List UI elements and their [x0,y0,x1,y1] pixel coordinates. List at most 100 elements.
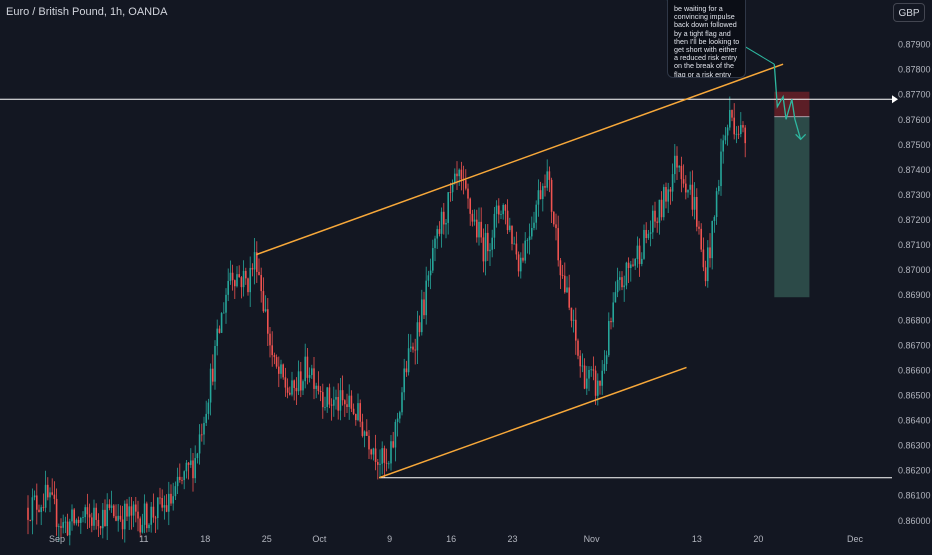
price-tick-label: 0.87500 [898,140,931,150]
candle-body [718,186,720,192]
candle-body [658,199,661,223]
candle-body [484,232,487,262]
candle-body [82,517,84,519]
candle-body [181,479,183,481]
candle-body [531,228,533,237]
candle-body [619,277,621,280]
projected-path[interactable] [773,64,802,140]
candle-body [91,517,93,526]
candle-body [69,521,71,536]
candle-body [247,278,249,293]
candle-body [581,365,584,367]
candle-body [135,504,137,512]
lower-trendline[interactable] [378,366,687,479]
candle-body [249,267,251,293]
candle-body [366,431,368,436]
candle-body [242,270,245,288]
candle-body [487,232,489,252]
candle-body [511,225,513,244]
candle-body [66,521,69,536]
candle-body [113,505,115,517]
candle-body [744,127,746,144]
price-tick-label: 0.87000 [898,265,931,275]
candle-body [326,387,328,407]
time-tick-label: 11 [139,534,148,544]
candle-body [399,412,401,419]
candle-body [586,378,588,389]
candle-body [99,526,102,529]
candle-body [62,522,64,528]
time-tick-label: Nov [584,534,601,544]
candle-body [150,506,152,525]
candle-body [533,222,535,229]
candle-body [707,247,709,282]
currency-button[interactable]: GBP [893,3,925,22]
candle-body [88,514,91,518]
candle-body [665,187,667,202]
time-tick-label: 25 [262,534,272,544]
trade-note[interactable]: be waiting for a convincing impulse back… [667,0,746,78]
candle-body [289,392,291,395]
candle-body [218,328,221,333]
candle-body [436,229,438,239]
candle-body [522,257,524,261]
candle-body [168,493,170,512]
candle-body [473,219,476,222]
candle-body [47,484,49,498]
candle-body [132,504,135,516]
candle-body [680,165,683,180]
candle-body [29,519,31,521]
candle-body [410,346,412,349]
candle-body [317,385,320,391]
candle-body [223,312,225,314]
candle-body [612,302,614,323]
candle-body [335,397,337,400]
candle-body [546,171,548,188]
candle-body [700,228,702,250]
candle-body [630,264,632,269]
candle-body [407,348,410,373]
candle-body [715,191,718,218]
candle-body [271,345,273,356]
candle-body [575,319,577,341]
candle-body [302,381,304,391]
candle-body [51,492,53,495]
candle-body [128,506,130,517]
upper-trendline[interactable] [256,63,784,256]
candle-body [561,275,564,277]
candle-body [467,188,469,199]
candle-body [49,492,51,498]
candle-body [553,211,555,225]
candle-body [616,279,619,293]
candle-body [647,233,650,239]
price-tick-label: 0.87700 [898,90,931,100]
candle-body [359,403,361,422]
candle-body [293,380,295,388]
candle-body [588,369,590,379]
price-tick-label: 0.87800 [898,65,931,75]
candle-body [550,179,553,212]
candle-body [465,180,467,189]
candle-body [724,135,727,141]
time-axis[interactable]: Sep111825Oct91623Nov1320Dec1118 [49,534,932,544]
candle-body [313,368,315,389]
candle-body [689,184,691,190]
candle-body [284,377,287,388]
candle-body [383,448,386,463]
price-tick-label: 0.86300 [898,441,931,451]
candle-body [394,421,397,448]
candle-body [621,277,623,288]
candle-body [491,237,493,250]
candle-body [537,190,540,205]
time-tick-label: 16 [446,534,456,544]
candle-body [240,277,243,288]
arrow-head-icon [795,133,807,141]
candle-body [300,371,302,391]
take-profit-zone[interactable] [774,116,810,298]
candle-body [148,524,150,529]
price-axis[interactable]: 0.87900 0.87800 0.87700 0.87600 0.87500 0.874… [898,40,931,526]
candle-body [418,322,421,333]
stop-loss-zone[interactable] [774,91,810,117]
